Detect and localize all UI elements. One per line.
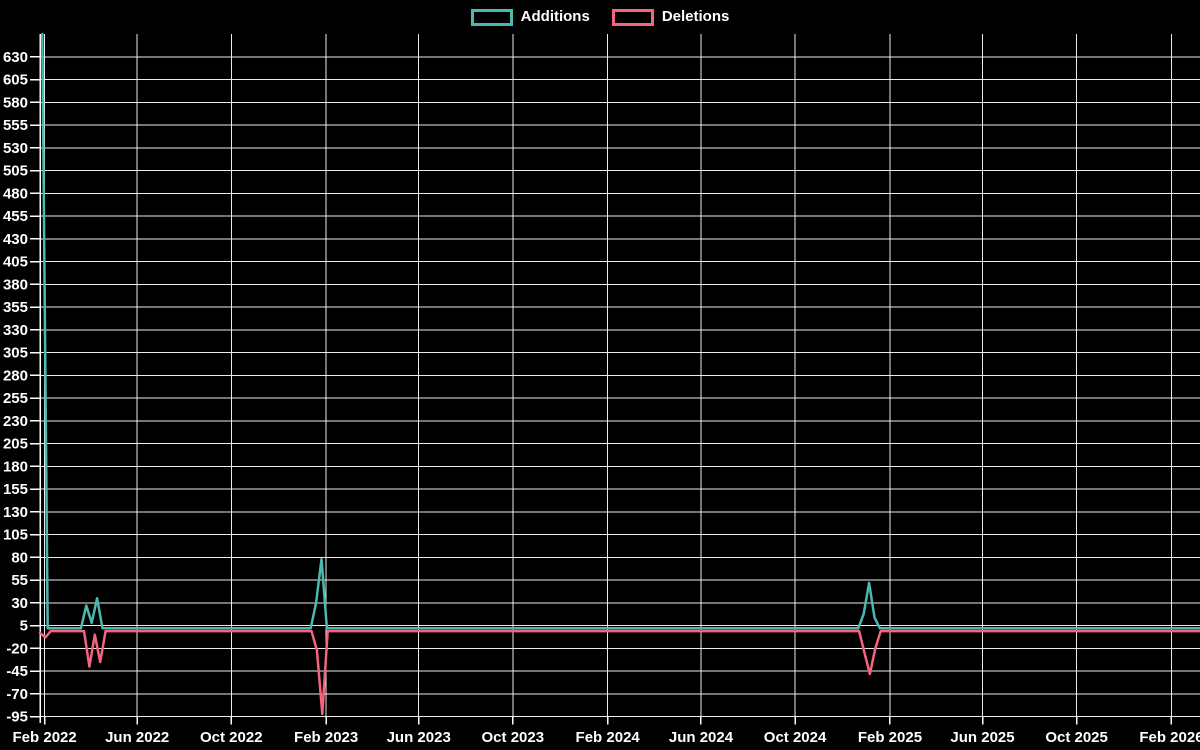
svg-text:80: 80 bbox=[11, 549, 28, 566]
svg-text:330: 330 bbox=[3, 322, 28, 339]
svg-text:Feb 2024: Feb 2024 bbox=[576, 729, 641, 746]
svg-text:630: 630 bbox=[3, 49, 28, 66]
svg-text:305: 305 bbox=[3, 345, 28, 362]
svg-text:530: 530 bbox=[3, 140, 28, 157]
svg-text:380: 380 bbox=[3, 276, 28, 293]
svg-text:430: 430 bbox=[3, 231, 28, 248]
svg-text:255: 255 bbox=[3, 390, 28, 407]
legend-item-deletions[interactable]: Deletions bbox=[611, 8, 730, 26]
deletions-legend-label: Deletions bbox=[661, 8, 730, 25]
svg-text:105: 105 bbox=[3, 527, 28, 544]
svg-text:355: 355 bbox=[3, 299, 28, 316]
svg-text:455: 455 bbox=[3, 208, 28, 225]
svg-text:Jun 2025: Jun 2025 bbox=[950, 729, 1014, 746]
svg-text:Jun 2023: Jun 2023 bbox=[387, 729, 451, 746]
svg-text:205: 205 bbox=[3, 436, 28, 453]
svg-text:-95: -95 bbox=[6, 709, 28, 726]
svg-text:Feb 2023: Feb 2023 bbox=[294, 729, 358, 746]
svg-text:130: 130 bbox=[3, 504, 28, 521]
svg-text:Feb 2026: Feb 2026 bbox=[1139, 729, 1200, 746]
svg-text:Jun 2022: Jun 2022 bbox=[105, 729, 169, 746]
svg-text:Feb 2022: Feb 2022 bbox=[13, 729, 77, 746]
svg-text:480: 480 bbox=[3, 185, 28, 202]
svg-text:Jun 2024: Jun 2024 bbox=[669, 729, 734, 746]
svg-text:230: 230 bbox=[3, 413, 28, 430]
svg-text:180: 180 bbox=[3, 458, 28, 475]
svg-text:Oct 2023: Oct 2023 bbox=[482, 729, 545, 746]
svg-text:-70: -70 bbox=[6, 686, 28, 703]
svg-text:Oct 2022: Oct 2022 bbox=[200, 729, 263, 746]
svg-text:605: 605 bbox=[3, 72, 28, 89]
svg-text:5: 5 bbox=[20, 618, 28, 635]
deletions-legend-swatch-icon bbox=[611, 8, 654, 26]
svg-text:405: 405 bbox=[3, 254, 28, 271]
svg-text:55: 55 bbox=[11, 572, 28, 589]
additions-legend-label: Additions bbox=[520, 8, 590, 25]
svg-text:580: 580 bbox=[3, 94, 28, 111]
svg-text:555: 555 bbox=[3, 117, 28, 134]
chart-legend: Additions Deletions bbox=[0, 8, 1200, 26]
svg-text:505: 505 bbox=[3, 163, 28, 180]
svg-text:-45: -45 bbox=[6, 663, 28, 680]
svg-text:Oct 2024: Oct 2024 bbox=[764, 729, 827, 746]
svg-text:280: 280 bbox=[3, 367, 28, 384]
svg-text:Oct 2025: Oct 2025 bbox=[1045, 729, 1108, 746]
svg-text:155: 155 bbox=[3, 481, 28, 498]
svg-text:30: 30 bbox=[11, 595, 28, 612]
svg-text:Feb 2025: Feb 2025 bbox=[858, 729, 922, 746]
svg-text:-20: -20 bbox=[6, 640, 28, 657]
legend-item-additions[interactable]: Additions bbox=[470, 8, 590, 26]
additions-legend-swatch-icon bbox=[470, 8, 513, 26]
